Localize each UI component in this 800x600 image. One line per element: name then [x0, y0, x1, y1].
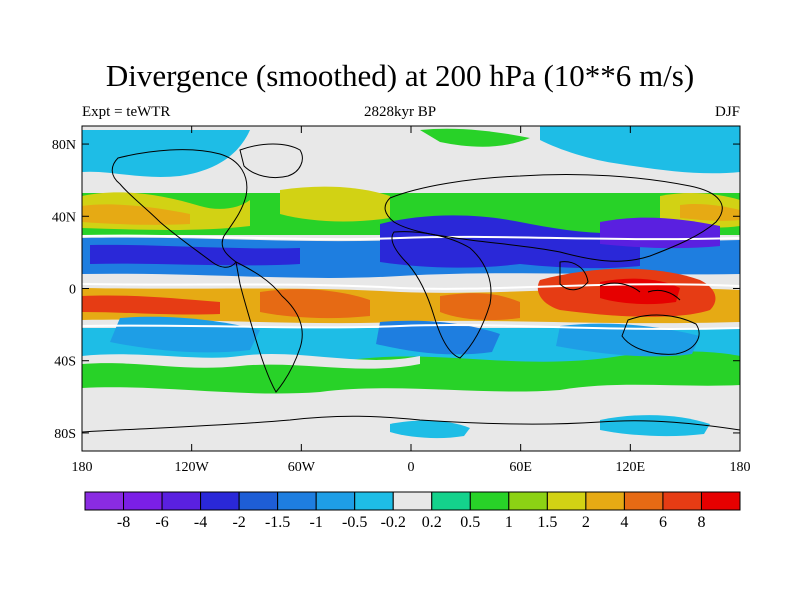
lat-tick-label: 0 — [69, 283, 76, 298]
lon-tick-label: 0 — [408, 460, 415, 475]
india-outline — [559, 261, 589, 291]
lat-tick-label: 40S — [54, 355, 76, 370]
colorbar-swatch — [469, 491, 510, 511]
time-label: 2828kyr BP — [363, 104, 437, 120]
colorbar-label: -0.2 — [381, 514, 406, 531]
field-north-pacific-west-core — [680, 203, 740, 221]
colorbar-label: 6 — [659, 514, 667, 531]
zero-contour-north — [82, 234, 740, 241]
colorbar-swatch — [662, 491, 702, 511]
season-label: DJF — [714, 104, 740, 120]
field-pacific-divergence — [82, 295, 220, 315]
field-arctic-green — [420, 128, 530, 147]
colorbar-label: 0.5 — [460, 514, 480, 531]
field-sahara-arabia-convergence — [380, 215, 640, 269]
lon-tick-label: 120W — [175, 460, 210, 475]
field-arctic-west — [82, 130, 250, 177]
longitude-axis: 180 120W 60W 0 60E 120E 180 — [72, 126, 751, 475]
colorbar-swatch — [200, 491, 240, 511]
south-america-outline — [235, 261, 303, 393]
colorbar-swatch — [623, 491, 664, 511]
colorbar-label: -2 — [232, 514, 245, 531]
colorbar-swatch — [431, 491, 471, 511]
colorbar-swatch — [585, 491, 625, 511]
field-north-pacific-east-core — [82, 204, 190, 225]
colorbar-label: -0.5 — [342, 514, 367, 531]
lat-tick-label: 80N — [52, 138, 76, 153]
field-arctic-east — [540, 126, 740, 174]
antarctica-outline — [82, 415, 740, 433]
field-south-atlantic-convergence — [376, 320, 500, 355]
colorbar-label: 4 — [620, 514, 628, 531]
field-north-atlantic — [280, 186, 390, 222]
colorbar-swatch — [238, 491, 279, 511]
lat-tick-label: 80S — [54, 427, 76, 442]
lon-tick-label: 180 — [72, 460, 93, 475]
zero-contour-equator — [82, 283, 740, 290]
latitude-axis: 80N 40N 0 40S 80S — [52, 138, 740, 442]
colorbar-swatch — [84, 491, 125, 511]
greenland-outline — [239, 143, 303, 179]
colorbar-swatch — [354, 491, 394, 511]
zero-contour-south — [82, 324, 740, 330]
lon-tick-label: 60E — [509, 460, 532, 475]
colorbar: -8 -6 -4 -2 -1.5 -1 -0.5 -0.2 0.2 0.5 1 1.5 2 4 6 8 — [84, 491, 741, 531]
experiment-label: Expt = teWTR — [82, 104, 171, 120]
field-band-south-green — [82, 351, 740, 394]
colorbar-label: -8 — [117, 514, 130, 531]
colorbar-label: 0.2 — [422, 514, 442, 531]
colorbar-swatch — [161, 491, 202, 511]
maritime-continent-outline — [599, 282, 681, 301]
field-indian-ocean-convergence — [556, 323, 700, 357]
field-tropical-pacific-convergence — [90, 244, 300, 266]
field-amazon-divergence — [260, 289, 370, 319]
coastlines — [82, 143, 740, 433]
field-africa-divergence — [440, 293, 520, 320]
colorbar-swatch — [277, 491, 317, 511]
colorbar-label: -6 — [155, 514, 168, 531]
field-antarctic-patch — [390, 420, 470, 439]
africa-outline — [391, 231, 492, 359]
lon-tick-label: 120E — [616, 460, 646, 475]
divergence-field — [82, 126, 740, 451]
map-panel — [81, 125, 741, 452]
colorbar-label: 1 — [505, 514, 513, 531]
field-contour-south — [82, 354, 420, 369]
map-title: Divergence (smoothed) at 200 hPa (10**6 … — [105, 58, 695, 93]
colorbar-label: 2 — [582, 514, 590, 531]
lon-tick-label: 180 — [730, 460, 751, 475]
colorbar-label: -4 — [194, 514, 207, 531]
colorbar-swatch — [392, 491, 433, 511]
field-antarctic-patch-east — [600, 415, 710, 437]
colorbar-swatch — [508, 491, 548, 511]
lon-tick-label: 60W — [288, 460, 316, 475]
lat-tick-label: 40N — [52, 210, 76, 225]
colorbar-swatch — [315, 491, 356, 511]
colorbar-swatch — [123, 491, 163, 511]
colorbar-label: 1.5 — [537, 514, 557, 531]
colorbar-swatch — [546, 491, 587, 511]
colorbar-label: -1 — [310, 514, 323, 531]
colorbar-label: -1.5 — [265, 514, 290, 531]
field-tibet-convergence — [600, 217, 720, 249]
australia-outline — [621, 314, 700, 355]
colorbar-label: 8 — [697, 514, 705, 531]
colorbar-swatch — [700, 491, 741, 511]
